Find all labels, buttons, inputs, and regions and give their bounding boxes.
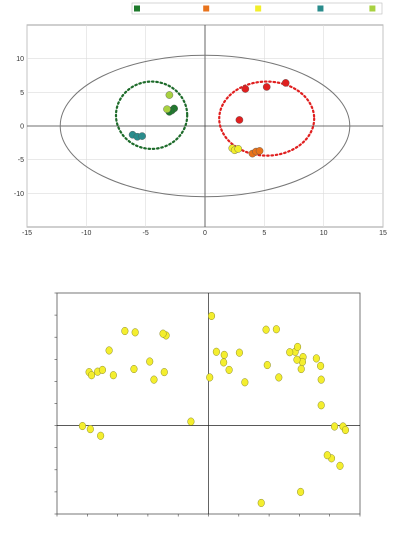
y-tick-label: -10 [14,191,24,198]
data-point [312,354,320,363]
data-point [109,371,117,380]
data-point [220,350,228,359]
data-point [212,347,220,356]
data-point [146,357,154,366]
data-point [336,461,344,470]
data-point [206,373,214,382]
data-point-durango-bee [255,147,264,155]
data-point [317,375,325,384]
data-point [87,371,96,380]
x-tick-label: -15 [22,230,32,237]
data-point [130,364,138,374]
data-point-safari-red [281,79,290,87]
data-point [317,361,325,370]
legend-swatch-durango-bee [203,5,210,12]
data-point [323,451,331,460]
data-point-safari-red [241,85,250,93]
data-point [341,425,350,435]
y-tick-label: 10 [16,56,24,63]
data-point [150,375,158,384]
data-point [272,325,280,334]
data-point [317,401,325,410]
data-point [297,487,305,496]
data-point [263,360,271,370]
data-point [241,378,249,387]
x-tick-label: -5 [143,230,149,237]
legend-swatch-inca-yellow [369,5,376,12]
data-point [78,421,87,431]
hotelling-ellipse [59,54,351,198]
x-tick-label: 10 [320,230,328,237]
data-point [98,365,106,374]
data-point-safari-red [262,83,271,91]
x-tick-label: -10 [81,230,91,237]
x-tick-label: 15 [379,230,387,237]
data-point [105,346,113,355]
panel-b-layer [54,292,361,517]
data-point [121,326,129,336]
data-point-durango-yellow [234,145,243,153]
y-tick-label: 0 [20,124,24,131]
data-point [275,373,283,382]
data-point [86,425,94,434]
data-point [235,348,243,357]
data-point [131,328,139,337]
data-point [262,325,270,334]
data-point [160,368,168,377]
data-point-safari-red [235,116,244,124]
data-point-inca-yellow [163,105,171,113]
data-point [159,329,167,338]
data-point [330,422,339,431]
data-point [187,417,195,426]
data-point [286,348,294,357]
t-patula-group-ellipse [218,80,316,157]
data-point [225,365,233,374]
data-point [97,431,105,440]
data-point [207,311,216,321]
y-tick-label: 5 [20,90,24,97]
x-tick-label: 0 [203,230,207,237]
data-point [297,364,305,374]
legend-swatch-discovery-orange [134,5,140,12]
data-point [257,498,265,508]
data-point [294,342,302,351]
t-erecta-group-ellipse [114,80,189,150]
data-point-inca-orange [138,132,146,140]
panel-a-layer: -15 -10 -5 0 5 10 15 -10 -5 0 5 10 [14,2,387,237]
data-point-inca-yellow [165,91,174,99]
data-point [293,355,301,364]
legend-swatch-inca-orange [317,5,324,12]
legend-swatch-durango-yellow [255,5,262,12]
data-point [220,358,228,367]
x-tick-label: 5 [262,230,266,237]
y-tick-label: -5 [18,157,24,164]
